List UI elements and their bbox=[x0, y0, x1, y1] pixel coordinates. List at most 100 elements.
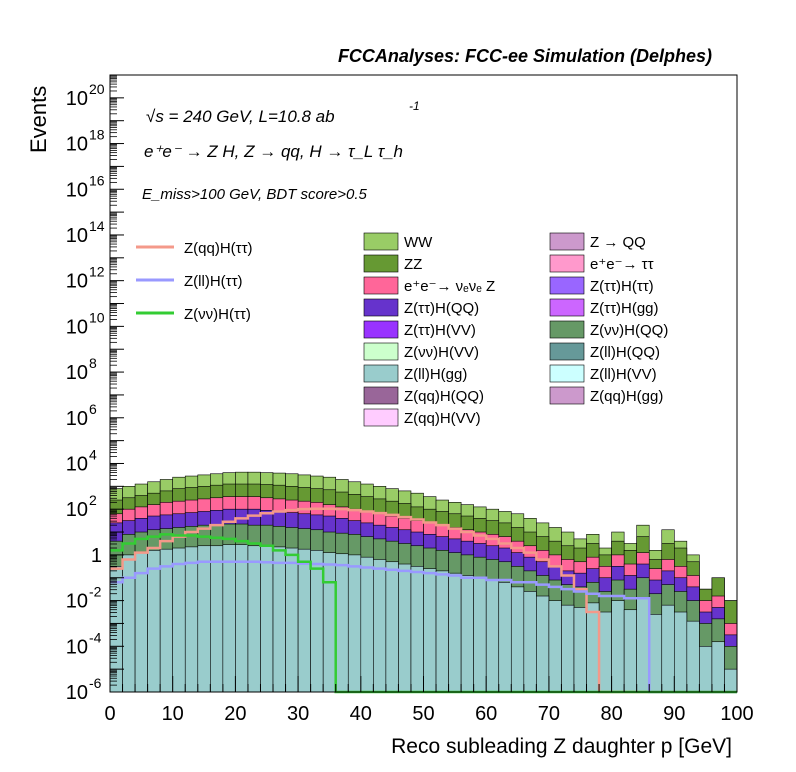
y-tick-label: 10 bbox=[66, 682, 88, 704]
y-tick-exponent: 12 bbox=[89, 264, 105, 280]
signal-line-1 bbox=[110, 560, 737, 694]
legend-fill-swatch bbox=[549, 364, 585, 383]
stack-bar-5-29 bbox=[473, 577, 487, 693]
y-tick-label: 10 bbox=[66, 362, 88, 384]
stack-bar-5-27 bbox=[448, 572, 462, 693]
y-tick-label: 10 bbox=[66, 225, 88, 247]
legend-fill-label: Z(ll)H(gg) bbox=[404, 366, 467, 383]
stack-bar-5-10 bbox=[235, 544, 249, 693]
legend-fill-label: WW bbox=[404, 234, 433, 251]
legend-fill-label: ZZ bbox=[404, 256, 422, 273]
stack-bar-5-36 bbox=[561, 604, 575, 693]
energy-sup: -1 bbox=[409, 99, 420, 113]
stack-bar-5-46 bbox=[686, 620, 700, 693]
legend-fill-swatch bbox=[549, 386, 585, 405]
legend-fill-label: Z(νν)H(VV) bbox=[404, 344, 479, 361]
annotation-process: e⁺e⁻ → Z H, Z → qq, H → τ_L τ_h bbox=[144, 142, 403, 161]
legend: Z(qq)H(ττ) Z(ll)H(ττ) Z(νν)H(ττ) WW ZZ e⁺e⁻→ … bbox=[136, 232, 668, 427]
x-tick-label: 40 bbox=[350, 703, 372, 725]
stack-bar-5-23 bbox=[398, 563, 412, 693]
stack-bar-5-49 bbox=[724, 668, 738, 693]
y-tick-label: 10 bbox=[66, 636, 88, 658]
stack-bar-5-9 bbox=[222, 544, 236, 693]
legend-fill-swatch bbox=[363, 298, 399, 317]
stack-bar-5-18 bbox=[335, 553, 349, 693]
legend-fill-swatch bbox=[363, 386, 399, 405]
x-tick-label: 50 bbox=[412, 703, 434, 725]
y-tick-exponent: 14 bbox=[89, 218, 105, 234]
stack-bar-5-40 bbox=[611, 600, 625, 693]
stack-bar-5-7 bbox=[197, 545, 211, 693]
x-tick-label: 100 bbox=[720, 703, 753, 725]
y-axis-label: Events bbox=[26, 86, 51, 153]
y-tick-label: 10 bbox=[66, 408, 88, 430]
stack-bar-5-16 bbox=[310, 550, 324, 693]
x-tick-label: 20 bbox=[224, 703, 246, 725]
y-tick-exponent: 2 bbox=[89, 492, 97, 508]
stack-bar-5-28 bbox=[460, 575, 474, 693]
x-axis-label: Reco subleading Z daughter p [GeV] bbox=[391, 735, 732, 758]
stack-bar-5-44 bbox=[661, 604, 675, 693]
stack-bar-5-33 bbox=[523, 591, 537, 693]
y-tick-label: 10 bbox=[66, 316, 88, 338]
legend-fill-swatch bbox=[549, 298, 585, 317]
y-tick-label: 10 bbox=[66, 179, 88, 201]
legend-fill-swatch bbox=[549, 254, 585, 273]
x-tick-label: 10 bbox=[162, 703, 184, 725]
y-tick-label: 10 bbox=[66, 88, 88, 110]
stack-bar-5-22 bbox=[385, 561, 399, 693]
annotation-energy: √s = 240 GeV, L=10.8 ab -1 bbox=[146, 99, 420, 126]
y-tick-label: 1 bbox=[91, 545, 102, 567]
y-tick-label: 10 bbox=[66, 134, 88, 156]
legend-fill-label: Z(qq)H(VV) bbox=[404, 410, 481, 427]
legend-fill-label: Z(ττ)H(ττ) bbox=[590, 278, 654, 295]
stack-bar-5-32 bbox=[510, 586, 525, 693]
legend-line-label: Z(qq)H(ττ) bbox=[184, 240, 253, 257]
y-tick-exponent: 20 bbox=[89, 81, 105, 97]
stack-bar-5-21 bbox=[373, 559, 387, 693]
stack-bar-5-13 bbox=[272, 546, 286, 693]
legend-fill-swatch bbox=[363, 320, 399, 339]
x-axis: 0 10 20 30 40 50 60 70 80 90 100 bbox=[104, 676, 754, 725]
legend-fill-label: Z(ττ)H(QQ) bbox=[404, 300, 479, 317]
legend-fill-swatch bbox=[549, 342, 585, 361]
stack-bar-5-42 bbox=[636, 598, 650, 693]
y-tick-label: 10 bbox=[66, 271, 88, 293]
legend-fill-label: Z(qq)H(gg) bbox=[590, 388, 663, 405]
stack-bar-5-47 bbox=[699, 645, 713, 693]
energy-text: √s = 240 GeV, L=10.8 ab bbox=[146, 107, 335, 126]
legend-fill-label: Z(ll)H(QQ) bbox=[590, 344, 660, 361]
stack-bar-5-15 bbox=[297, 548, 311, 693]
legend-fill-swatch bbox=[363, 232, 399, 251]
stack-bar-5-38 bbox=[586, 602, 600, 693]
chart-title: FCCAnalyses: FCC-ee Simulation (Delphes) bbox=[338, 46, 712, 66]
x-tick-label: 60 bbox=[475, 703, 497, 725]
y-tick-exponent: 16 bbox=[89, 172, 105, 188]
stack-bar-5-25 bbox=[423, 568, 437, 693]
legend-fill-label: Z(ττ)H(gg) bbox=[590, 300, 659, 317]
stack-bar-5-0 bbox=[109, 566, 123, 693]
stack-bar-5-20 bbox=[360, 556, 374, 693]
stacked-backgrounds bbox=[109, 471, 738, 693]
y-tick-label: 10 bbox=[66, 499, 88, 521]
x-tick-label: 90 bbox=[663, 703, 685, 725]
stack-bar-5-4 bbox=[159, 548, 174, 693]
y-tick-label: 10 bbox=[66, 591, 88, 613]
stack-bar-5-48 bbox=[711, 641, 725, 693]
stack-bar-5-39 bbox=[598, 611, 612, 693]
legend-fill-label: Z(νν)H(QQ) bbox=[590, 322, 668, 339]
stack-bar-5-43 bbox=[648, 614, 663, 693]
stack-bar-5-34 bbox=[536, 595, 550, 693]
legend-fill-swatch bbox=[549, 232, 585, 251]
legend-fill-label: Z → QQ bbox=[590, 234, 646, 251]
y-tick-exponent: 18 bbox=[89, 127, 105, 143]
x-tick-label: 0 bbox=[104, 703, 115, 725]
legend-fill-label: Z(qq)H(QQ) bbox=[404, 388, 484, 405]
y-tick-label: 10 bbox=[66, 453, 88, 475]
x-tick-label: 30 bbox=[287, 703, 309, 725]
signal-line-0 bbox=[110, 507, 737, 694]
legend-fill-swatch bbox=[549, 276, 585, 295]
y-tick-exponent: -6 bbox=[89, 675, 102, 691]
legend-fill-swatch bbox=[363, 254, 399, 273]
stack-bar-5-37 bbox=[573, 607, 587, 693]
